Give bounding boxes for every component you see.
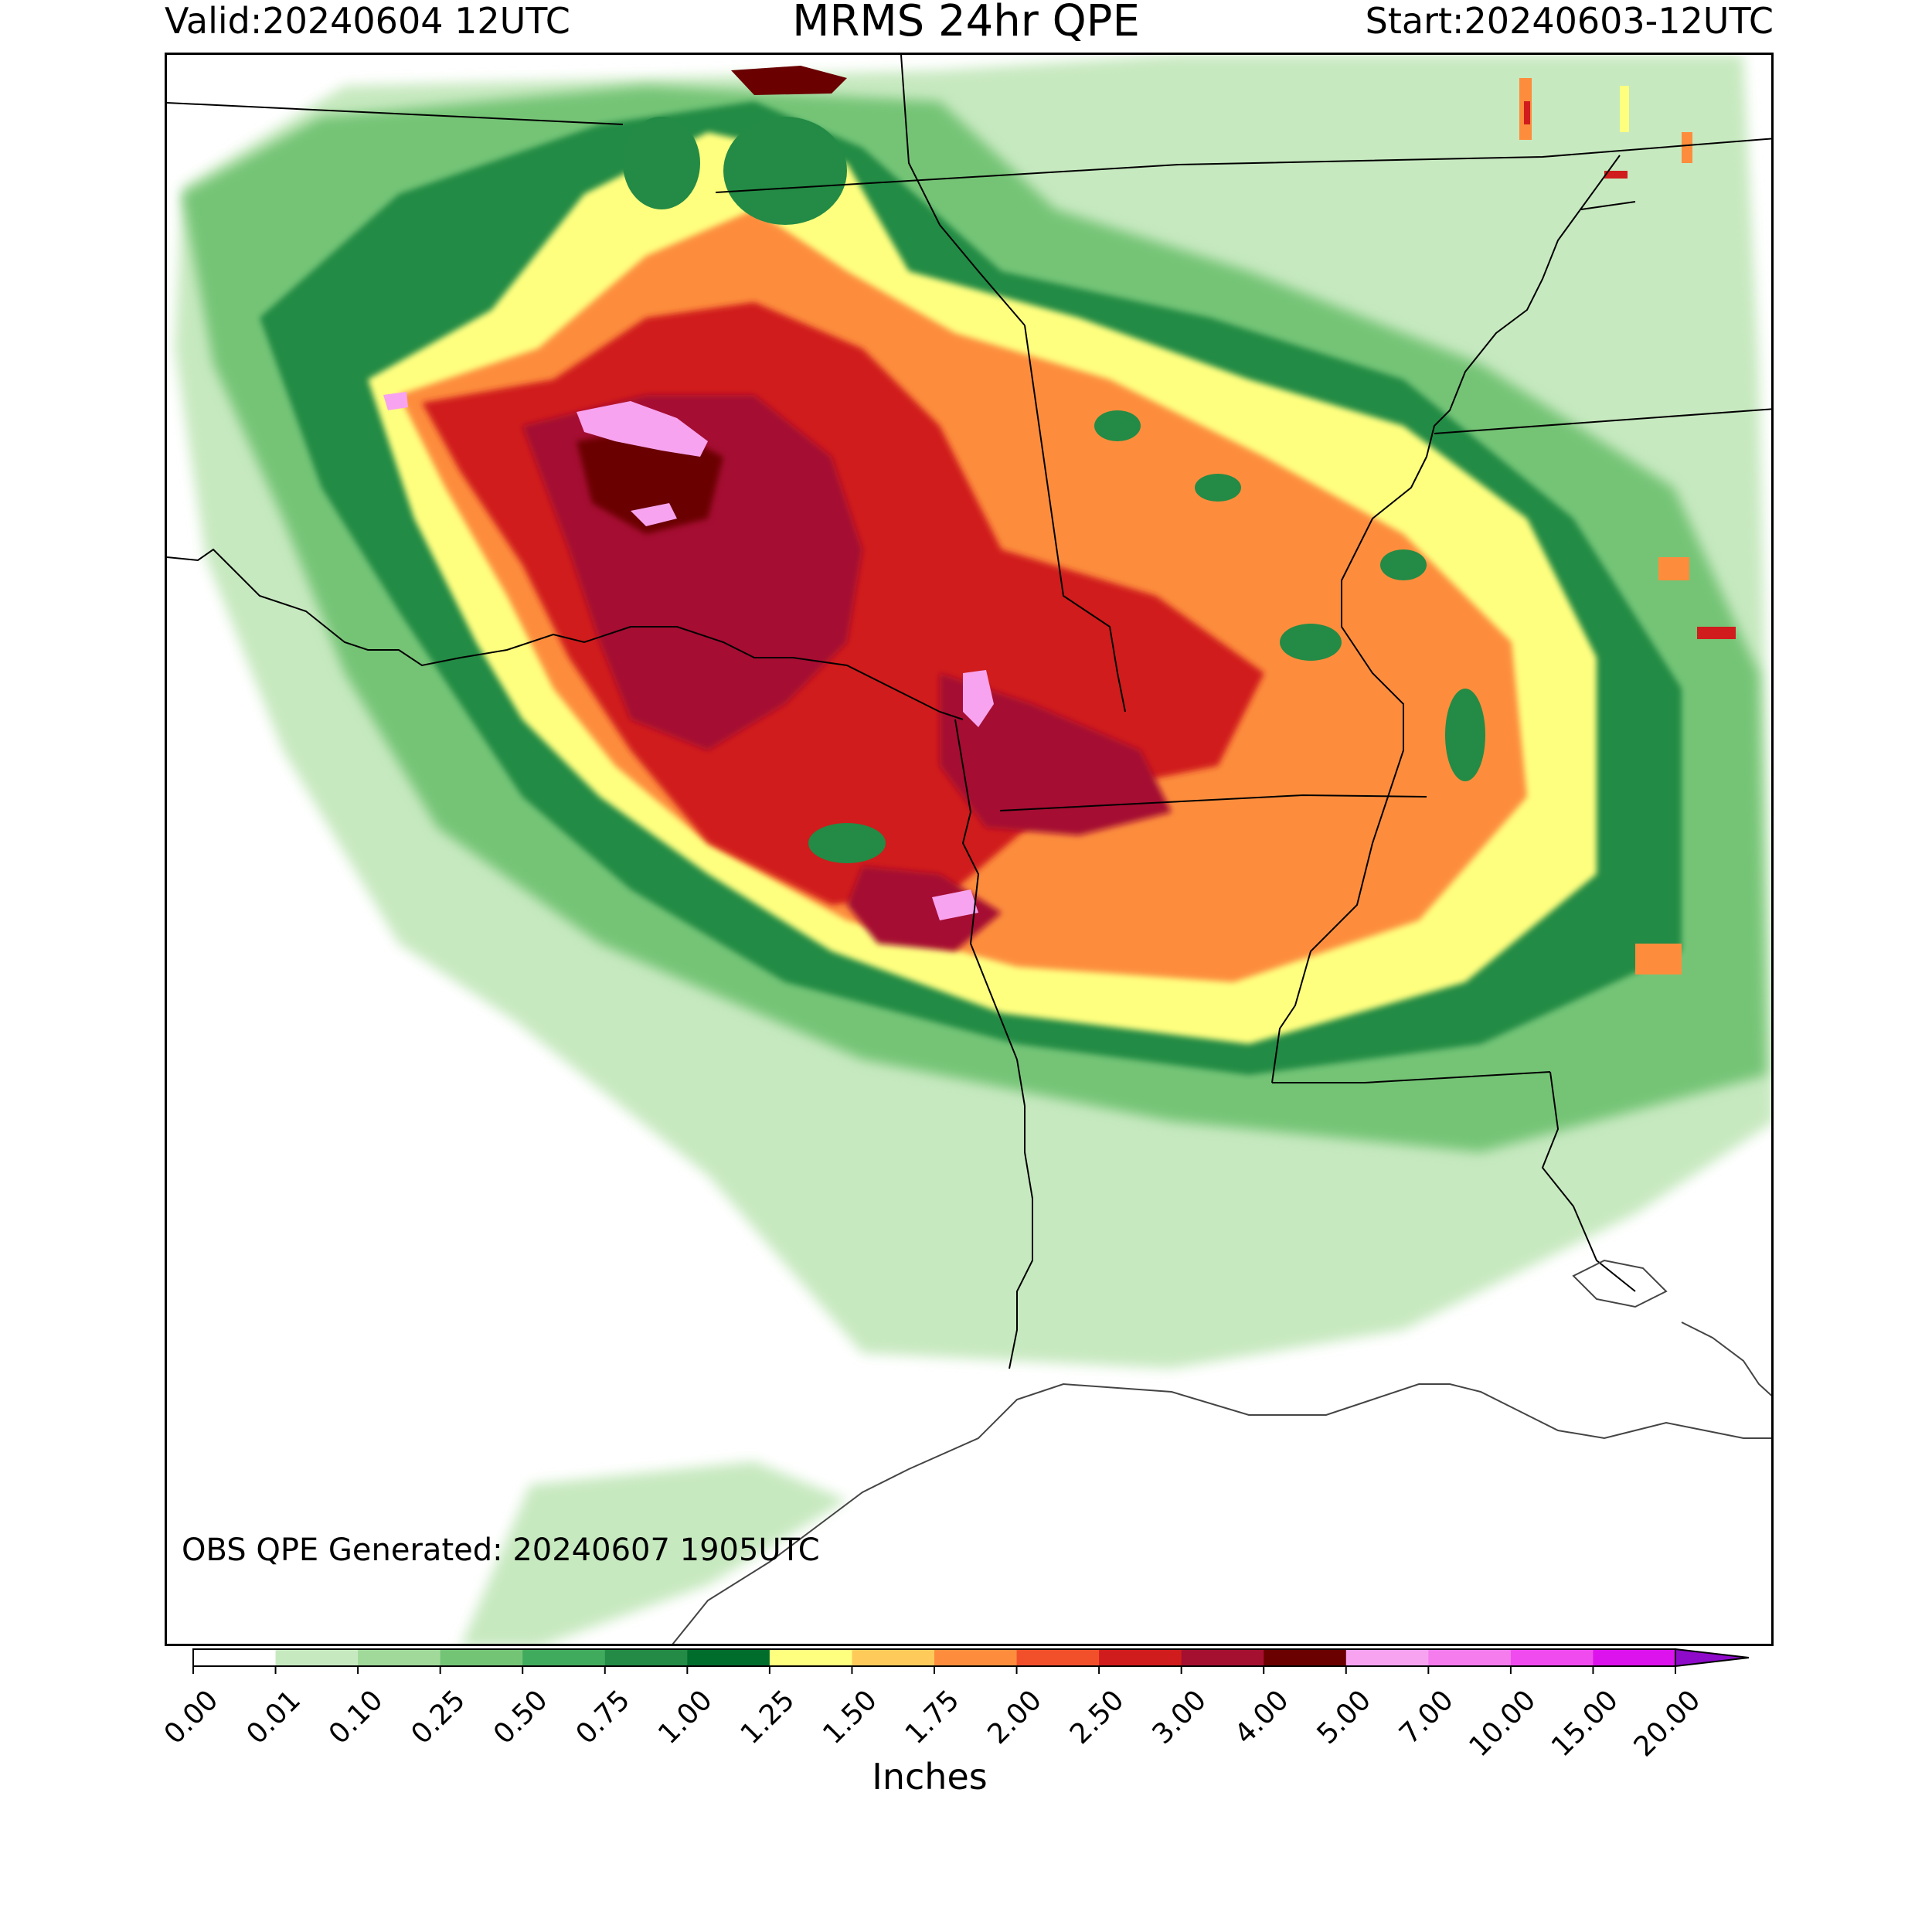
colorbar-tick-label: 20.00 xyxy=(1628,1684,1707,1763)
colorbar-segment xyxy=(1264,1649,1347,1666)
boundary-ia-il xyxy=(1580,201,1636,210)
colorbar-tick-label: 2.50 xyxy=(1064,1684,1131,1750)
precip-ne-cells xyxy=(1519,78,1736,975)
colorbar-segment xyxy=(769,1649,852,1666)
colorbar-segment xyxy=(852,1649,935,1666)
colorbar-tick-label: 0.75 xyxy=(570,1684,637,1750)
boundary-ks-mo xyxy=(900,55,1026,326)
precip-map-svg xyxy=(167,55,1771,1644)
colorbar-segment xyxy=(522,1649,606,1666)
colorbar-tick-label: 7.00 xyxy=(1393,1684,1460,1750)
colorbar-segment xyxy=(1345,1649,1429,1666)
precip-pink-max xyxy=(577,401,708,457)
colorbar-tick-label: 1.50 xyxy=(817,1684,883,1750)
colorbar-segment xyxy=(1181,1649,1264,1666)
boundary-lake-pontchartrain xyxy=(1572,1259,1668,1308)
boundary-ms-ar xyxy=(1434,408,1771,434)
precip-dark-red-south xyxy=(847,866,1002,951)
colorbar-segment xyxy=(275,1649,359,1666)
colorbar-segment xyxy=(358,1649,441,1666)
colorbar-tick-label: 0.10 xyxy=(323,1684,389,1750)
colorbar-tick-label: 0.00 xyxy=(158,1684,225,1750)
colorbar-tick-label: 15.00 xyxy=(1546,1684,1624,1763)
colorbar-segment xyxy=(440,1649,523,1666)
colorbar-tick-label: 5.00 xyxy=(1311,1684,1378,1750)
colorbar-ticks: 0.00 0.01 0.10 0.25 0.50 0.75 1.00 1.25 1.50 1.75… xyxy=(158,1666,1707,1763)
boundary-tx-la-sabine xyxy=(1009,1059,1033,1369)
precip-maroon-north xyxy=(731,66,847,95)
colorbar-segment xyxy=(193,1649,277,1666)
precip-interior-green xyxy=(623,117,1485,863)
colorbar-tick-label: 3.00 xyxy=(1146,1684,1213,1750)
colorbar-segment xyxy=(1428,1649,1512,1666)
precip-pink-small-2 xyxy=(963,670,994,727)
valid-time-label: Valid:20240604 12UTC xyxy=(165,0,570,42)
precip-light-green-coastal xyxy=(461,1461,847,1644)
precip-pink-small-3 xyxy=(932,889,978,920)
boundary-ok-ar xyxy=(954,719,1018,1060)
generated-timestamp: OBS QPE Generated: 20240607 1905UTC xyxy=(182,1532,820,1568)
boundary-ks-ne xyxy=(167,102,624,125)
colorbar-tick-label: 1.00 xyxy=(652,1684,719,1750)
colorbar-tick-label: 1.75 xyxy=(900,1684,966,1750)
colorbar-label: Inches xyxy=(872,1756,988,1798)
colorbar-segment xyxy=(687,1649,770,1666)
colorbar-segments xyxy=(193,1649,1676,1666)
colorbar-segment xyxy=(604,1649,688,1666)
boundary-mo-ia xyxy=(715,138,1771,193)
precip-pink-small-1 xyxy=(631,503,677,526)
boundary-mississippi-delta xyxy=(1681,1321,1771,1396)
boundary-mississippi xyxy=(1271,155,1621,1083)
colorbar-tick-label: 0.01 xyxy=(240,1684,307,1750)
boundary-ms-la-south xyxy=(1541,1071,1636,1292)
colorbar-segment xyxy=(1593,1649,1676,1666)
colorbar-segment xyxy=(1099,1649,1182,1666)
colorbar-segment xyxy=(1016,1649,1100,1666)
boundary-ar-la xyxy=(999,794,1427,811)
colorbar-tick-label: 0.25 xyxy=(405,1684,471,1750)
precip-dark-red-band xyxy=(940,673,1172,835)
colorbar-tick-label: 10.00 xyxy=(1463,1684,1542,1763)
boundaries xyxy=(167,55,1771,1644)
colorbar-frame xyxy=(192,1648,1676,1667)
colorbar-tick-label: 4.00 xyxy=(1229,1684,1295,1750)
colorbar-segment xyxy=(934,1649,1018,1666)
precip-field xyxy=(175,55,1771,1644)
precip-pink-small-4 xyxy=(383,392,408,410)
colorbar-tick-label: 1.25 xyxy=(735,1684,801,1750)
precipitation-map[interactable] xyxy=(165,53,1774,1646)
colorbar-segment xyxy=(1510,1649,1594,1666)
boundary-ks-ok-tx-red-river xyxy=(167,548,964,720)
boundary-mo-ar xyxy=(1024,325,1126,713)
colorbar-tick-label: 2.00 xyxy=(981,1684,1048,1750)
chart-title: MRMS 24hr QPE xyxy=(792,0,1140,46)
boundary-coastline xyxy=(672,1383,1771,1644)
colorbar-tick-label: 0.50 xyxy=(488,1684,554,1750)
colorbar-extend-arrow xyxy=(1675,1648,1750,1668)
start-time-label: Start:20240603-12UTC xyxy=(1365,0,1774,42)
boundary-la-ms xyxy=(1272,1071,1551,1083)
